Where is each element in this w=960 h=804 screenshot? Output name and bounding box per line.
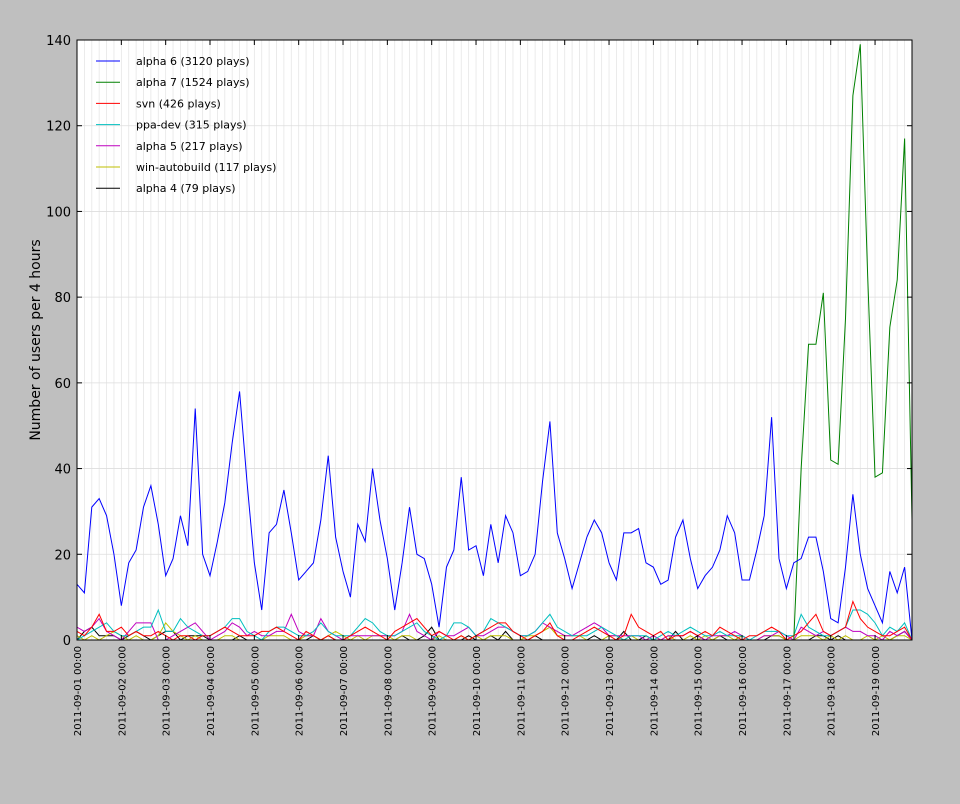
grid-lines: [77, 39, 912, 641]
legend-label-alpha-7: alpha 7 (1524 plays): [136, 76, 250, 89]
x-tick-label: 2011-09-05 00:00: [250, 646, 261, 736]
x-axis: 2011-09-01 00:00 2011-09-02 00:00 2011-09-…: [73, 40, 882, 736]
x-tick-label: 2011-09-08 00:00: [383, 646, 394, 736]
x-tick-label: 2011-09-06 00:00: [295, 646, 306, 736]
legend-label-alpha-4: alpha 4 (79 plays): [136, 182, 236, 195]
plot-area: [77, 40, 912, 640]
x-tick-label: 2011-09-18 00:00: [827, 646, 838, 736]
series-line-alpha-6: [77, 391, 912, 640]
y-tick-label: 80: [54, 291, 71, 306]
plot-frame: [76, 39, 913, 641]
x-tick-label: 2011-09-17 00:00: [782, 646, 793, 736]
x-tick-label: 2011-09-15 00:00: [694, 646, 705, 736]
x-tick-label: 2011-09-14 00:00: [649, 646, 660, 736]
y-tick-label: 0: [63, 634, 71, 649]
legend: alpha 6 (3120 plays) alpha 7 (1524 plays)…: [96, 55, 276, 195]
x-tick-label: 2011-09-13 00:00: [605, 646, 616, 736]
x-tick-label: 2011-09-07 00:00: [339, 646, 350, 736]
y-axis: 0 20 40 60 80 100 120 140: [46, 34, 912, 649]
y-tick-label: 120: [46, 120, 71, 135]
x-tick-label: 2011-09-16 00:00: [738, 646, 749, 736]
legend-label-svn: svn (426 plays): [136, 97, 221, 110]
series-line-win-autobuild: [77, 621, 912, 640]
x-tick-label: 2011-09-09 00:00: [428, 646, 439, 736]
x-tick-label: 2011-09-03 00:00: [162, 646, 173, 736]
legend-label-win-autobuild: win-autobuild (117 plays): [136, 161, 276, 174]
legend-label-ppa-dev: ppa-dev (315 plays): [136, 119, 247, 132]
y-tick-label: 60: [54, 377, 71, 392]
y-tick-label: 140: [46, 34, 71, 49]
x-tick-label: 2011-09-12 00:00: [561, 646, 572, 736]
x-tick-label: 2011-09-02 00:00: [117, 646, 128, 736]
series-lines: [77, 44, 912, 640]
legend-label-alpha-5: alpha 5 (217 plays): [136, 140, 243, 153]
x-tick-label: 2011-09-19 00:00: [871, 646, 882, 736]
x-tick-label: 2011-09-01 00:00: [73, 646, 84, 736]
x-tick-label: 2011-09-10 00:00: [472, 646, 483, 736]
y-tick-label: 40: [54, 463, 71, 478]
y-tick-label: 100: [46, 205, 71, 220]
y-tick-label: 20: [54, 548, 71, 563]
x-tick-label: 2011-09-04 00:00: [206, 646, 217, 736]
legend-label-alpha-6: alpha 6 (3120 plays): [136, 55, 250, 68]
y-axis-label: Number of users per 4 hours: [28, 239, 44, 440]
x-tick-label: 2011-09-11 00:00: [516, 646, 527, 736]
series-line-svn: [77, 599, 912, 640]
series-line-alpha-5: [77, 613, 912, 640]
